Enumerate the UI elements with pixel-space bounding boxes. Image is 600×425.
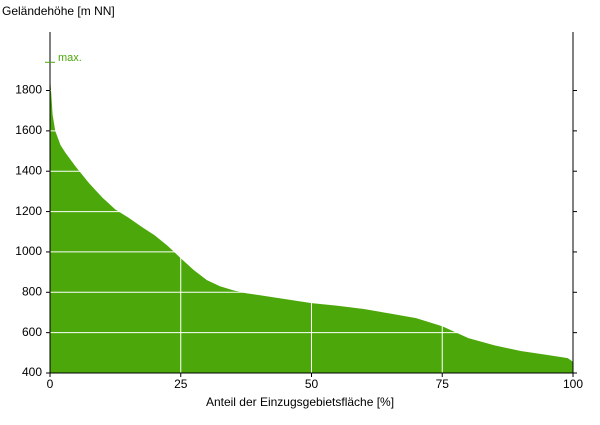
y-tick-label: 800 <box>22 284 42 298</box>
y-tick-label: 1800 <box>15 83 42 97</box>
y-tick-label: 1600 <box>15 123 42 137</box>
y-axis-label: Geländehöhe [m NN] <box>2 4 115 18</box>
x-axis-label: Anteil der Einzugsgebietsfläche [%] <box>206 395 394 409</box>
y-tick-label: 400 <box>22 365 42 379</box>
y-tick-label: 1200 <box>15 204 42 218</box>
x-tick-label: 0 <box>47 377 54 391</box>
x-tick-label: 100 <box>563 377 583 391</box>
x-tick-label: 75 <box>436 377 450 391</box>
x-tick-label: 50 <box>305 377 319 391</box>
annotation: max. <box>58 52 82 64</box>
y-tick-label: 1000 <box>15 244 42 258</box>
x-tick-label: 25 <box>174 377 188 391</box>
y-tick-label: 1400 <box>15 163 42 177</box>
y-tick-label: 600 <box>22 325 42 339</box>
